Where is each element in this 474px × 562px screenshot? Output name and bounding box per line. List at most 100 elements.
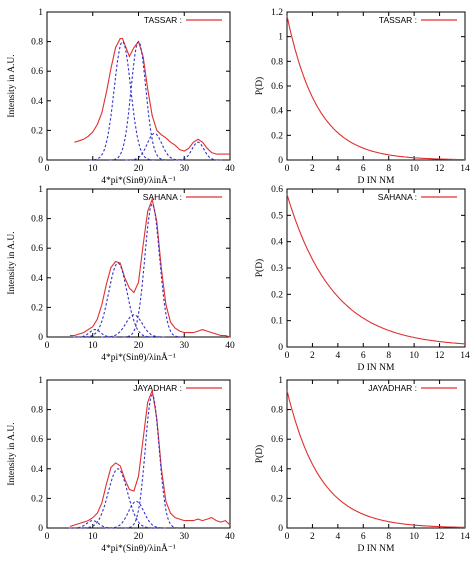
- chart-jayadhar-xrd: 0 10 20 30 40 0 0.2 0.4 0.6 0.8 1 4*pi*(Sinθ)/λinÅ⁻…: [7, 376, 235, 554]
- series-line-measured: [286, 194, 466, 345]
- y-tick-label: 0.4: [271, 465, 283, 475]
- x-axis-label: 4*pi*(Sinθ)/λinÅ⁻¹: [101, 351, 176, 363]
- y-axis-label: Intensity in A.U.: [7, 231, 17, 294]
- x-tick-label: 0: [285, 164, 290, 174]
- x-tick-label: 30: [180, 164, 190, 174]
- y-tick-label: 0: [38, 156, 43, 166]
- x-axis-label: D IN NM: [358, 363, 395, 373]
- y-tick-label: 0.1: [271, 317, 283, 327]
- y-axis-label: Intensity in A.U.: [7, 422, 17, 485]
- x-tick-label: 8: [386, 164, 391, 174]
- y-tick-label: 0.3: [271, 264, 283, 274]
- x-tick-label: 0: [285, 351, 290, 361]
- x-tick-label: 4: [335, 351, 340, 361]
- x-tick-label: 14: [460, 532, 470, 542]
- y-tick-label: 1: [278, 33, 283, 43]
- series-line-measured: [74, 38, 230, 155]
- y-tick-label: 1: [38, 185, 43, 195]
- y-tick-label: 0.8: [31, 406, 43, 416]
- chart-jayadhar-pd: 0 2 4 6 8 10 12 14 0 0.2 0.4 0.6 0.8 1 D IN NM P(D) JAYA…: [254, 376, 470, 554]
- series-line-measured: [69, 197, 231, 338]
- y-tick-label: 0.4: [31, 274, 43, 284]
- x-tick-label: 0: [45, 341, 50, 351]
- series-line-fit: [125, 132, 184, 161]
- y-tick-label: 0.8: [271, 57, 283, 67]
- plot-frame: [286, 11, 466, 161]
- x-axis-label: 4*pi*(Sinθ)/λinÅ⁻¹: [101, 174, 176, 186]
- x-tick-label: 10: [409, 164, 419, 174]
- series-line-fit: [73, 329, 117, 338]
- series-line-fit: [81, 262, 155, 338]
- x-tick-label: 4: [335, 532, 340, 542]
- x-tick-label: 0: [45, 532, 50, 542]
- x-tick-label: 20: [134, 164, 144, 174]
- x-tick-label: 40: [225, 341, 235, 351]
- x-axis-label: D IN NM: [358, 176, 395, 186]
- y-axis-label: P(D): [254, 445, 265, 463]
- plot-frame: [286, 379, 466, 529]
- y-tick-label: 0.8: [271, 406, 283, 416]
- series-line-fit: [89, 40, 156, 161]
- y-tick-label: 0: [278, 156, 283, 166]
- y-tick-label: 0.2: [271, 131, 283, 141]
- y-tick-label: 1.2: [271, 8, 283, 18]
- x-tick-label: 0: [285, 532, 290, 542]
- x-tick-label: 14: [460, 164, 470, 174]
- y-tick-label: 0.4: [271, 107, 283, 117]
- x-tick-label: 2: [310, 532, 315, 542]
- y-tick-label: 0.6: [271, 435, 283, 445]
- series-line-fit: [174, 141, 222, 161]
- y-tick-label: 0.6: [31, 67, 43, 77]
- chart-tassar-xrd: 0 10 20 30 40 0 0.2 0.4 0.6 0.8 1 4*pi*(Sinθ)/λinÅ⁻…: [7, 8, 235, 186]
- x-tick-label: 40: [225, 164, 235, 174]
- x-tick-label: 6: [361, 351, 366, 361]
- x-tick-label: 8: [386, 532, 391, 542]
- y-tick-label: 1: [38, 376, 43, 386]
- x-tick-label: 2: [310, 351, 315, 361]
- legend-label: JAYADHAR :: [133, 383, 182, 393]
- x-tick-label: 6: [361, 164, 366, 174]
- y-tick-label: 0.4: [271, 238, 283, 248]
- series-line-fit: [79, 468, 157, 529]
- series-line-measured: [286, 390, 466, 528]
- y-tick-label: 0: [278, 524, 283, 534]
- x-tick-label: 4: [335, 164, 340, 174]
- x-tick-label: 10: [88, 341, 98, 351]
- y-tick-label: 0.6: [271, 82, 283, 92]
- y-tick-label: 0.8: [31, 38, 43, 48]
- y-axis-label: Intensity in A.U.: [7, 54, 17, 117]
- x-axis-label: D IN NM: [358, 544, 395, 554]
- x-tick-label: 2: [310, 164, 315, 174]
- x-tick-label: 10: [88, 164, 98, 174]
- x-tick-label: 8: [386, 351, 391, 361]
- y-tick-label: 0.2: [31, 494, 43, 504]
- x-tick-label: 12: [435, 164, 445, 174]
- y-tick-label: 0.2: [31, 126, 43, 136]
- x-tick-label: 10: [88, 532, 98, 542]
- legend-label: JAYADHAR :: [368, 383, 417, 393]
- y-tick-label: 0.2: [271, 494, 283, 504]
- x-axis-label: 4*pi*(Sinθ)/λinÅ⁻¹: [101, 542, 176, 554]
- plot-frame: [286, 188, 466, 348]
- x-tick-label: 6: [361, 532, 366, 542]
- x-tick-label: 10: [409, 351, 419, 361]
- x-tick-label: 30: [180, 532, 190, 542]
- y-tick-label: 1: [278, 376, 283, 386]
- y-tick-label: 0.6: [31, 244, 43, 254]
- y-tick-label: 0.4: [31, 97, 43, 107]
- y-tick-label: 0.2: [271, 290, 283, 300]
- x-tick-label: 20: [134, 532, 144, 542]
- chart-sahana-pd: 0 2 4 6 8 10 12 14 0 0.1 0.2 0.3 0.4 0.5 0.6 D IN NM P(D…: [254, 185, 470, 373]
- x-tick-label: 14: [460, 351, 470, 361]
- series-line-fit: [109, 40, 168, 161]
- y-tick-label: 0.2: [31, 303, 43, 313]
- series-line-measured: [286, 15, 465, 161]
- legend-label: TASSAR :: [379, 15, 417, 25]
- series-line-fit: [105, 500, 168, 529]
- legend-label: SAHANA :: [378, 192, 417, 202]
- x-tick-label: 12: [435, 532, 445, 542]
- y-axis-label: P(D): [254, 77, 265, 95]
- x-tick-label: 12: [435, 351, 445, 361]
